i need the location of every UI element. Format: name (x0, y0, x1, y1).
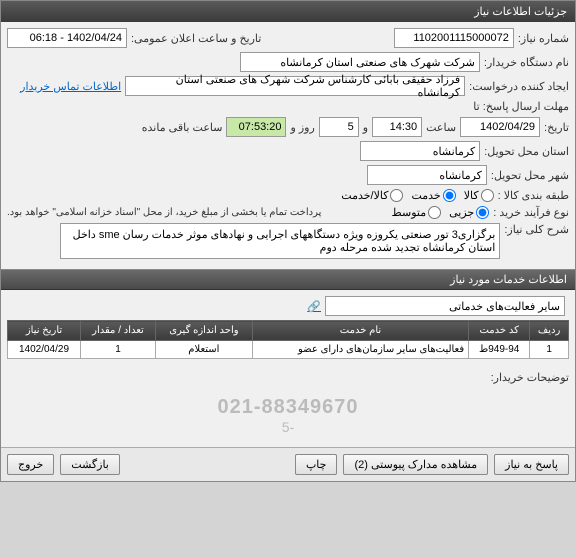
reply-button[interactable]: پاسخ به نیاز (494, 454, 569, 475)
buyer-contact-link[interactable]: اطلاعات تماس خریدار (20, 80, 121, 93)
attachments-button[interactable]: مشاهده مدارک پیوستی (2) (343, 454, 488, 475)
days-field: 5 (319, 117, 359, 137)
and-label: و (363, 121, 368, 134)
payment-note: پرداخت تمام یا بخشی از مبلغ خرید، از محل… (7, 207, 321, 218)
th-code: کد خدمت (469, 321, 530, 341)
radio-goods-service[interactable]: کالا/خدمت (341, 189, 403, 202)
th-date: تاریخ نیاز (8, 321, 81, 341)
time-label: ساعت (426, 121, 456, 134)
services-area: سایر فعالیت‌های خدماتی 🔗 ردیف کد خدمت نا… (1, 290, 575, 365)
services-section-header: اطلاعات خدمات مورد نیاز (1, 269, 575, 290)
radio-goods[interactable]: کالا (464, 189, 494, 202)
services-table: ردیف کد خدمت نام خدمت واحد اندازه گیری ت… (7, 320, 569, 359)
cell-date: 1402/04/29 (8, 341, 81, 359)
window-title: جزئیات اطلاعات نیاز (474, 6, 567, 18)
buyer-notes-label: توضیحات خریدار: (491, 372, 569, 384)
radio-minor[interactable]: جزیی (449, 206, 489, 219)
form-area: شماره نیاز: 1102001115000072 تاریخ و ساع… (1, 22, 575, 269)
link-icon[interactable]: 🔗 (307, 300, 321, 313)
request-creator-field: فرزاد حقیقی بابائی کارشناس شرکت شهرک های… (125, 76, 465, 96)
purchase-type-label: نوع فرآیند خرید : (493, 206, 569, 219)
need-number-field: 1102001115000072 (394, 28, 514, 48)
window-titlebar: جزئیات اطلاعات نیاز (1, 1, 575, 22)
buyer-device-label: نام دستگاه خریدار: (484, 56, 569, 69)
buyer-device-field: شرکت شهرک های صنعتی استان کرمانشاه (240, 52, 480, 72)
remaining-time-field: 07:53:20 (226, 117, 286, 137)
delivery-city-field: کرمانشاه (367, 165, 487, 185)
th-qty: تعداد / مقدار (81, 321, 156, 341)
delivery-province-field: کرمانشاه (360, 141, 480, 161)
radio-service[interactable]: خدمت (411, 189, 455, 202)
cell-row: 1 (530, 341, 569, 359)
goods-class-label: طبقه بندی کالا : (498, 189, 569, 202)
reply-date-field: 1402/04/29 (460, 117, 540, 137)
remaining-label: ساعت باقی مانده (142, 121, 223, 134)
th-unit: واحد اندازه گیری (155, 321, 252, 341)
announce-date-label: تاریخ و ساعت اعلان عمومی: (131, 32, 261, 45)
reply-time-field: 14:30 (372, 117, 422, 137)
reply-deadline-label: مهلت ارسال پاسخ: تا (473, 100, 569, 113)
keywords-label: شرح کلی نیاز: (504, 223, 569, 236)
date-label: تاریخ: (544, 121, 569, 134)
cell-qty: 1 (81, 341, 156, 359)
back-button[interactable]: بازگشت (60, 454, 120, 475)
delivery-province-label: استان محل تحویل: (484, 145, 569, 158)
table-row[interactable]: 1 949-94ط فعالیت‌های سایر سازمان‌های دار… (8, 341, 569, 359)
cell-name: فعالیت‌های سایر سازمان‌های دارای عضو (252, 341, 468, 359)
th-row: ردیف (530, 321, 569, 341)
buyer-notes-area: توضیحات خریدار: (1, 365, 575, 384)
print-button[interactable]: چاپ (295, 454, 338, 475)
watermark-area: 021-88349670 -5 (1, 384, 575, 447)
cell-code: 949-94ط (469, 341, 530, 359)
main-window: جزئیات اطلاعات نیاز شماره نیاز: 11020011… (0, 0, 576, 482)
watermark-sub: -5 (13, 419, 563, 435)
request-creator-label: ایجاد کننده درخواست: (469, 80, 569, 93)
need-number-label: شماره نیاز: (518, 32, 569, 45)
goods-class-radio-group: کالا خدمت کالا/خدمت (341, 189, 493, 202)
table-header-row: ردیف کد خدمت نام خدمت واحد اندازه گیری ت… (8, 321, 569, 341)
days-and-label: روز و (290, 121, 314, 134)
announce-date-field: 1402/04/24 - 06:18 (7, 28, 127, 48)
service-group-field: سایر فعالیت‌های خدماتی (325, 296, 565, 316)
watermark-phone: 021-88349670 (13, 396, 563, 419)
th-name: نام خدمت (252, 321, 468, 341)
button-row: پاسخ به نیاز مشاهده مدارک پیوستی (2) چاپ… (1, 447, 575, 481)
cell-unit: استعلام (155, 341, 252, 359)
radio-medium[interactable]: متوسط (392, 206, 442, 219)
purchase-type-radio-group: جزیی متوسط (392, 206, 490, 219)
delivery-city-label: شهر محل تحویل: (491, 169, 569, 182)
keywords-field: برگزاری3 تور صنعتی یکروزه ویژه دستگاههای… (60, 223, 500, 259)
exit-button[interactable]: خروج (7, 454, 54, 475)
